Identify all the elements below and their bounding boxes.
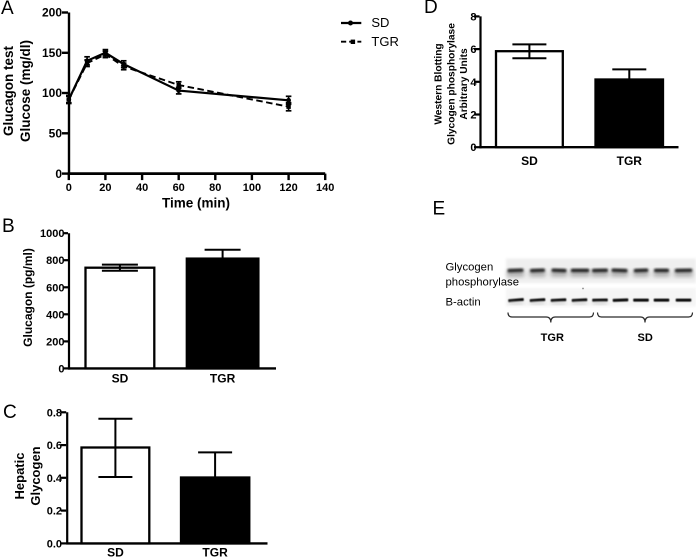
svg-text:0.0: 0.0 <box>47 538 62 550</box>
svg-text:D: D <box>424 0 438 18</box>
svg-text:Time (min): Time (min) <box>162 196 230 211</box>
svg-text:Glucagon (pg/ml): Glucagon (pg/ml) <box>21 248 35 347</box>
svg-text:0.2: 0.2 <box>47 506 62 518</box>
svg-text:2: 2 <box>470 110 476 122</box>
svg-text:600: 600 <box>46 282 64 294</box>
svg-text:B: B <box>2 216 15 237</box>
svg-text:0: 0 <box>470 142 476 154</box>
svg-text:100: 100 <box>42 86 62 100</box>
svg-text:50: 50 <box>49 127 63 141</box>
svg-text:C: C <box>3 402 17 423</box>
svg-text:SD: SD <box>112 372 129 386</box>
svg-text:TGR: TGR <box>541 332 564 344</box>
svg-text:8: 8 <box>470 11 476 23</box>
svg-text:TGR: TGR <box>371 34 398 49</box>
svg-text:Glucagon test: Glucagon test <box>1 45 16 136</box>
svg-text:Hepatic: Hepatic <box>12 453 27 500</box>
svg-text:0.8: 0.8 <box>47 407 62 419</box>
svg-text:TGR: TGR <box>202 546 228 557</box>
svg-text:200: 200 <box>46 336 64 348</box>
svg-text:120: 120 <box>279 182 297 194</box>
svg-text:SD: SD <box>371 15 389 30</box>
svg-text:Glycogen: Glycogen <box>28 446 43 505</box>
svg-text:Glycogen: Glycogen <box>446 262 494 274</box>
svg-text:100: 100 <box>243 182 261 194</box>
svg-text:40: 40 <box>136 182 148 194</box>
svg-text:80: 80 <box>209 182 221 194</box>
svg-text:phosphorylase: phosphorylase <box>446 277 519 289</box>
svg-text:SD: SD <box>107 546 124 557</box>
svg-text:0: 0 <box>66 182 72 194</box>
svg-text:60: 60 <box>173 182 185 194</box>
svg-text:1000: 1000 <box>40 228 64 240</box>
svg-text:E: E <box>433 199 446 220</box>
svg-text:150: 150 <box>42 46 62 60</box>
svg-text:0.4: 0.4 <box>47 473 63 485</box>
svg-text:800: 800 <box>46 255 64 267</box>
svg-text:4: 4 <box>470 77 477 89</box>
svg-text:A: A <box>1 0 14 19</box>
svg-text:B-actin: B-actin <box>446 297 481 309</box>
svg-text:400: 400 <box>46 309 64 321</box>
svg-text:200: 200 <box>42 6 62 20</box>
svg-text:SD: SD <box>521 154 538 168</box>
svg-text:Glucose (mg/dl): Glucose (mg/dl) <box>18 40 33 142</box>
svg-text:Arbitrary Units: Arbitrary Units <box>459 48 470 120</box>
svg-text:140: 140 <box>316 182 334 194</box>
svg-text:SD: SD <box>638 332 653 344</box>
svg-text:Western Blotting: Western Blotting <box>434 43 445 124</box>
svg-text:TGR: TGR <box>617 154 643 168</box>
svg-text:20: 20 <box>99 182 111 194</box>
svg-text:Glycogen phosphorylase: Glycogen phosphorylase <box>446 23 457 145</box>
svg-text:6: 6 <box>470 44 476 56</box>
svg-text:TGR: TGR <box>210 372 236 386</box>
svg-text:0: 0 <box>55 167 62 181</box>
svg-text:0: 0 <box>58 363 64 375</box>
svg-text:0.6: 0.6 <box>47 440 62 452</box>
